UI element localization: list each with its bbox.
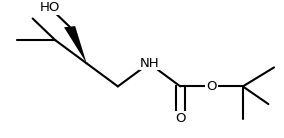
Text: O: O — [175, 112, 185, 125]
Text: O: O — [206, 80, 217, 93]
Polygon shape — [64, 26, 87, 63]
Text: NH: NH — [139, 57, 159, 70]
Text: HO: HO — [39, 1, 60, 14]
